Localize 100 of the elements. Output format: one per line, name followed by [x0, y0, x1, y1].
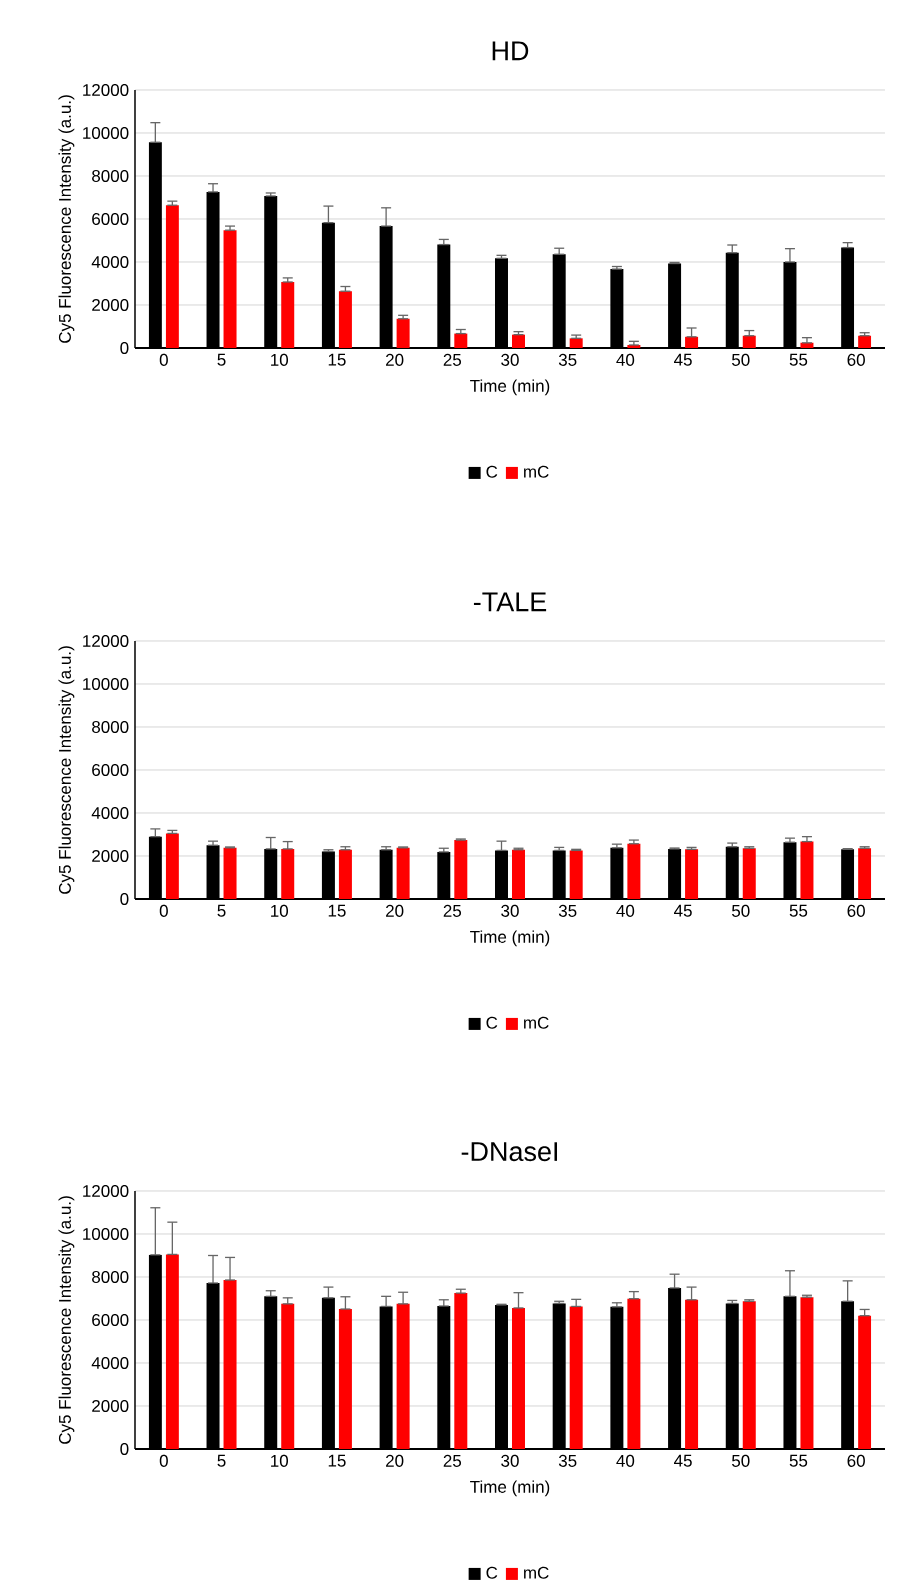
- x-tick-label: 60: [847, 1454, 865, 1467]
- x-tick-label: 25: [443, 353, 462, 366]
- x-tick-label: 0: [159, 353, 168, 366]
- x-tick-label: 15: [328, 353, 346, 366]
- x-tick-label: 20: [386, 904, 404, 917]
- y-tick-label: 12000: [83, 83, 129, 97]
- x-tick-label: 30: [501, 1454, 519, 1467]
- bar: [165, 205, 179, 348]
- y-tick-label: 6000: [92, 763, 129, 777]
- y-axis-title: Cy5 Fluorescence Intensity (a.u.): [58, 1196, 75, 1444]
- x-tick-label: 20: [386, 1454, 404, 1467]
- x-tick-label: 60: [847, 353, 865, 366]
- y-tick-label: 10000: [83, 677, 129, 691]
- x-tick-label: 55: [789, 353, 808, 366]
- x-tick-label: 5: [217, 904, 226, 917]
- x-tick-label: 35: [558, 904, 577, 917]
- bar: [338, 1309, 352, 1449]
- y-tick-label: 12000: [83, 634, 129, 648]
- bar: [512, 849, 525, 899]
- bar: [858, 848, 872, 899]
- legend-label: C: [486, 465, 498, 478]
- bar: [685, 849, 699, 899]
- bar: [569, 850, 583, 899]
- bar: [569, 1306, 583, 1449]
- x-tick-label: 45: [674, 1454, 692, 1467]
- bar: [396, 318, 410, 348]
- legend-label: mC: [524, 1016, 549, 1029]
- x-tick-label: 55: [789, 904, 808, 917]
- bar: [281, 281, 295, 348]
- bar: [338, 849, 352, 899]
- bar: [800, 841, 814, 899]
- x-tick-label: 40: [616, 1454, 635, 1467]
- y-tick-label: 0: [120, 892, 129, 906]
- x-tick-label: 30: [501, 904, 519, 917]
- x-axis-title: Time (min): [470, 1480, 550, 1497]
- y-tick-label: 10000: [83, 126, 129, 140]
- x-tick-label: 50: [731, 1454, 750, 1467]
- bar: [742, 335, 756, 348]
- y-tick-label: 6000: [92, 1313, 129, 1327]
- x-tick-label: 15: [328, 1454, 346, 1467]
- x-tick-label: 5: [217, 353, 226, 366]
- x-tick-label: 10: [271, 353, 289, 366]
- x-tick-label: 20: [386, 353, 404, 366]
- bar: [223, 847, 237, 899]
- x-tick-label: 25: [443, 1454, 462, 1467]
- y-tick-label: 4000: [91, 1356, 129, 1370]
- x-tick-label: 35: [558, 353, 577, 366]
- bar: [627, 1298, 641, 1449]
- x-tick-label: 30: [501, 353, 519, 366]
- bar: [685, 336, 699, 348]
- x-tick-label: 0: [159, 904, 168, 917]
- bar: [281, 848, 295, 899]
- legend-label: mC: [524, 465, 549, 478]
- y-tick-label: 2000: [92, 298, 129, 312]
- chart-title: -DNaseI: [461, 1142, 558, 1162]
- y-tick-label: 2000: [92, 849, 129, 863]
- bar: [627, 843, 641, 899]
- bar: [512, 334, 525, 348]
- bar: [223, 1280, 237, 1449]
- y-tick-label: 0: [120, 341, 129, 355]
- y-axis-title: Cy5 Fluorescence Intensity (a.u.): [58, 95, 75, 343]
- x-tick-label: 50: [731, 904, 750, 917]
- y-tick-label: 6000: [92, 212, 129, 226]
- x-tick-label: 40: [616, 353, 635, 366]
- y-tick-label: 4000: [91, 806, 129, 820]
- x-tick-label: 45: [674, 353, 692, 366]
- bar: [800, 1297, 814, 1449]
- x-tick-label: 40: [616, 904, 635, 917]
- bar: [223, 230, 237, 348]
- x-tick-label: 35: [558, 1454, 577, 1467]
- bar: [396, 847, 410, 899]
- x-tick-label: 60: [847, 904, 865, 917]
- bar: [685, 1299, 699, 1449]
- x-tick-label: 10: [271, 1454, 289, 1467]
- x-tick-label: 50: [731, 353, 750, 366]
- legend-label: C: [486, 1016, 498, 1029]
- bar: [742, 1301, 756, 1449]
- y-tick-label: 4000: [91, 255, 129, 269]
- y-tick-label: 12000: [83, 1184, 129, 1198]
- bar: [281, 1303, 295, 1449]
- x-axis-title: Time (min): [470, 379, 550, 396]
- x-tick-label: 10: [271, 904, 289, 917]
- bar: [454, 840, 468, 899]
- bar: [800, 342, 814, 348]
- y-tick-label: 10000: [83, 1227, 129, 1241]
- bar: [338, 291, 352, 348]
- bar: [858, 335, 872, 348]
- y-tick-label: 0: [120, 1442, 129, 1456]
- x-tick-label: 5: [217, 1454, 226, 1467]
- chart-title: HD: [492, 41, 529, 61]
- bar: [454, 333, 468, 348]
- bar: [454, 1293, 468, 1449]
- x-tick-label: 0: [159, 1454, 168, 1467]
- y-axis-title: Cy5 Fluorescence Intensity (a.u.): [58, 646, 75, 894]
- bar: [512, 1307, 525, 1449]
- x-axis-title: Time (min): [470, 930, 550, 947]
- legend-label: C: [486, 1566, 498, 1579]
- legend-label: mC: [524, 1566, 549, 1579]
- bar: [165, 1254, 179, 1449]
- y-tick-label: 2000: [92, 1399, 129, 1413]
